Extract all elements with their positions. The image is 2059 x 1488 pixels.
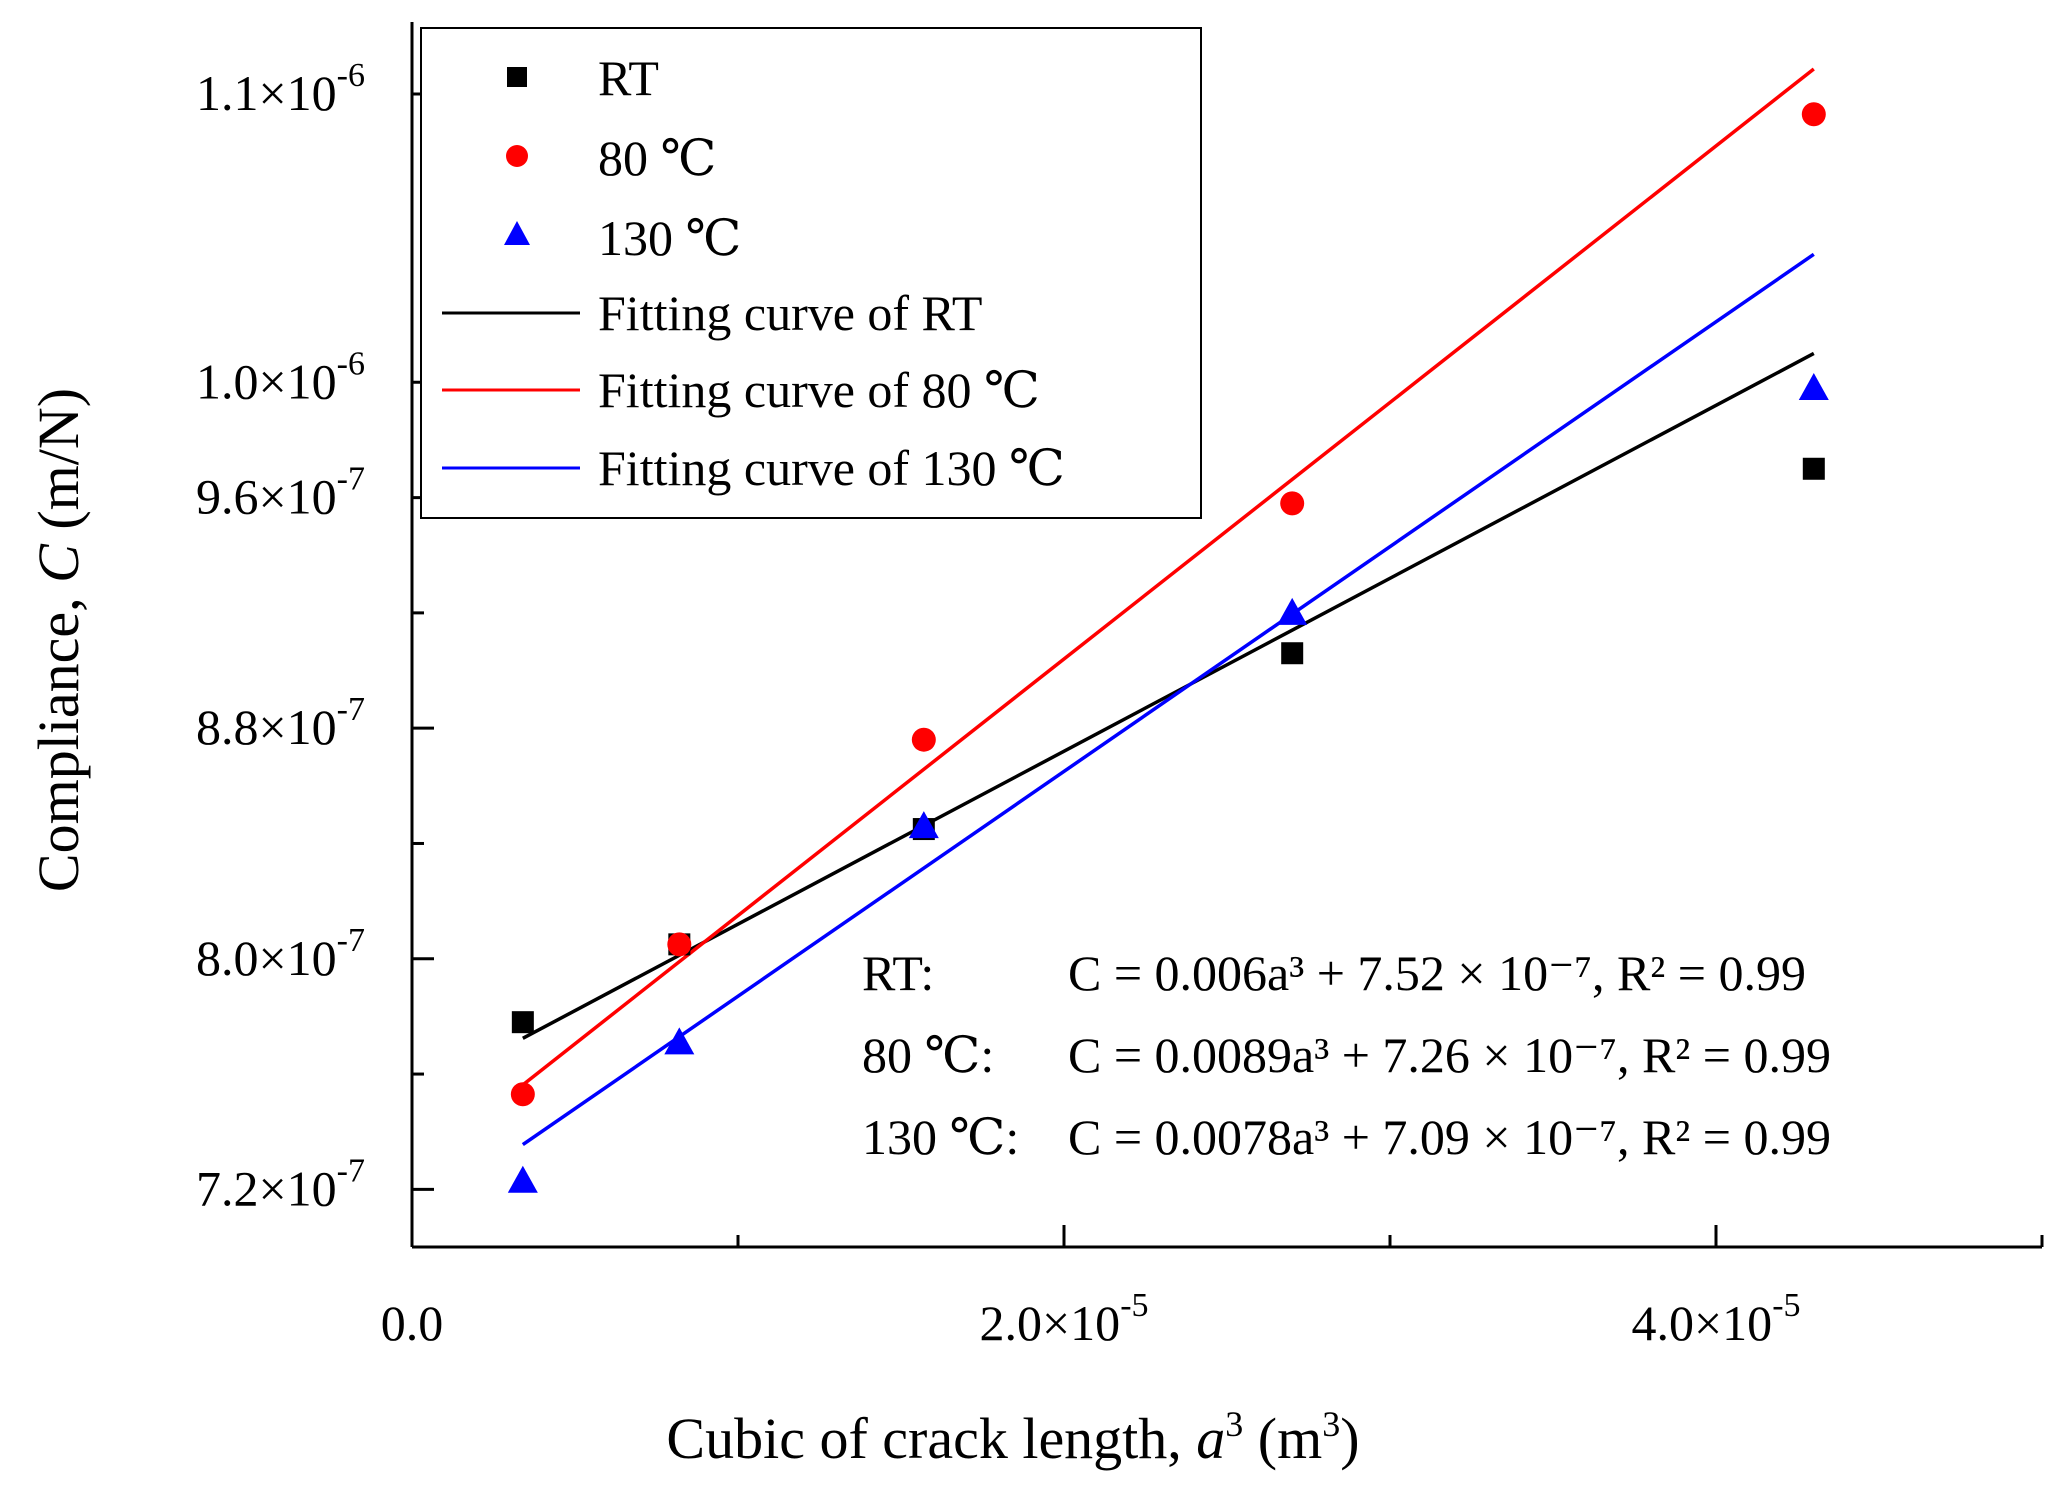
legend-box <box>420 27 1202 519</box>
equation-expr-rt: C = 0.006a³ + 7.52 × 10⁻⁷, R² = 0.99 <box>1068 945 1806 1001</box>
y-tick-label: 9.6×10-7 <box>196 461 365 525</box>
fit-lines <box>521 67 1815 1147</box>
data-point-s1-2 <box>911 727 936 752</box>
data-point-s2-4 <box>1798 373 1829 401</box>
x-tick-label: 0.0 <box>381 1295 444 1351</box>
data-point-s0-0 <box>511 1011 534 1034</box>
data-point-s2-1 <box>664 1027 695 1055</box>
legend-label-fit-130c: Fitting curve of 130 ℃ <box>598 440 1065 496</box>
legend-marker-130c <box>504 221 530 245</box>
data-point-s0-3 <box>1281 642 1304 665</box>
legend-label-80c: 80 ℃ <box>598 130 716 186</box>
legend-marker-rt <box>507 67 527 87</box>
fit-line-0 <box>522 351 1815 1040</box>
y-tick-label: 7.2×10-7 <box>196 1152 365 1216</box>
y-tick-label: 8.8×10-7 <box>196 691 365 755</box>
legend-label-130c: 130 ℃ <box>598 210 741 266</box>
data-point-s0-4 <box>1802 457 1825 480</box>
legend-label-fit-rt: Fitting curve of RT <box>598 285 982 341</box>
data-points <box>507 102 1829 1193</box>
data-point-s1-1 <box>667 932 692 957</box>
legend-label-rt: RT <box>598 50 659 106</box>
data-point-s1-0 <box>510 1082 535 1107</box>
equation-expr-80c: C = 0.0089a³ + 7.26 × 10⁻⁷, R² = 0.99 <box>1068 1027 1831 1083</box>
x-axis-title: Cubic of crack length, a3 (m3) <box>666 1404 1359 1471</box>
equation-expr-130c: C = 0.0078a³ + 7.09 × 10⁻⁷, R² = 0.99 <box>1068 1109 1831 1165</box>
data-point-s1-3 <box>1280 491 1305 516</box>
legend-marker-80c <box>506 145 528 167</box>
x-tick-label: 2.0×10-5 <box>979 1287 1148 1351</box>
fit-line-1 <box>521 67 1815 1087</box>
y-axis-title: Compliance, C (m/N) <box>26 388 91 892</box>
data-point-s2-0 <box>507 1165 538 1193</box>
y-tick-label: 8.0×10-7 <box>196 922 365 986</box>
tick-labels: 7.2×10-7 8.0×10-7 8.8×10-7 9.6×10-7 1.0×10-6… <box>196 57 1801 1351</box>
data-point-s2-2 <box>908 811 939 839</box>
data-point-s1-4 <box>1801 102 1826 127</box>
legend: RT 80 ℃ 130 ℃ Fitting curve of RT Fittin… <box>420 27 1202 519</box>
equation-label-80c: 80 ℃: <box>862 1027 994 1083</box>
equation-label-rt: RT: <box>862 945 934 1001</box>
x-tick-label: 4.0×10-5 <box>1631 1287 1800 1351</box>
fit-line-2 <box>521 252 1815 1147</box>
equation-annotation: RT: C = 0.006a³ + 7.52 × 10⁻⁷, R² = 0.99… <box>862 945 1831 1165</box>
y-tick-label: 1.1×10-6 <box>196 57 365 121</box>
axis-ticks <box>410 92 2044 1247</box>
y-tick-label: 1.0×10-6 <box>196 345 365 409</box>
data-point-s2-3 <box>1277 597 1308 625</box>
legend-label-fit-80c: Fitting curve of 80 ℃ <box>598 362 1040 418</box>
equation-label-130c: 130 ℃: <box>862 1109 1019 1165</box>
